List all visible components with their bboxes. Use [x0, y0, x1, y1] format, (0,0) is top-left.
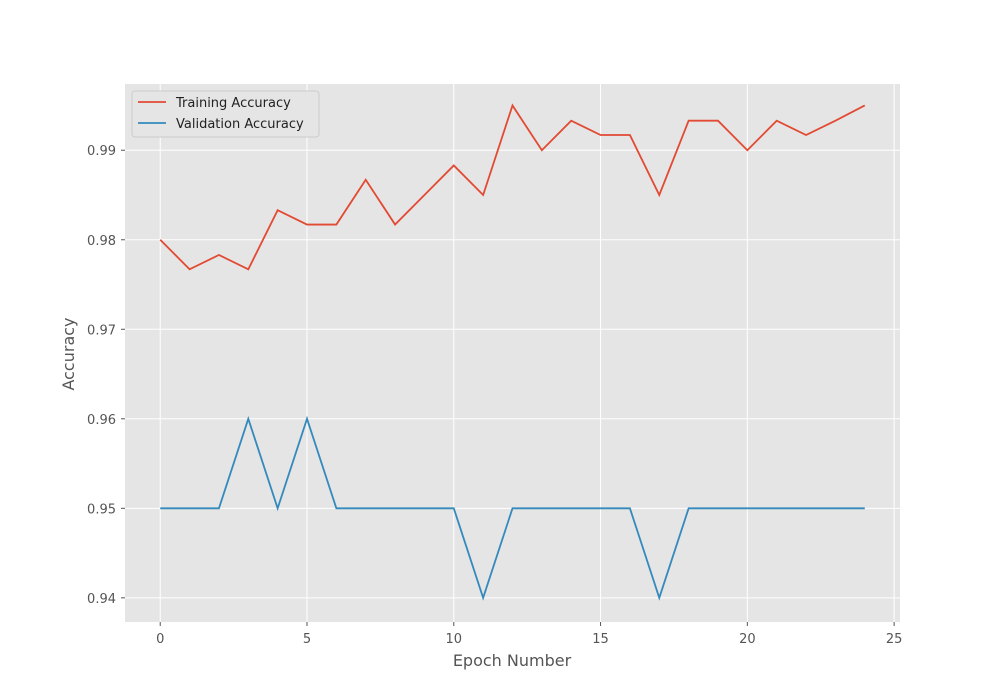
plot-area	[125, 84, 900, 622]
x-axis-ticks: 0 5 10 15 20 25	[156, 622, 902, 647]
y-tick-label: 0.98	[87, 234, 116, 249]
legend-label-training-accuracy: Training Accuracy	[175, 96, 291, 111]
series-line-training-accuracy	[159, 103, 866, 271]
series-line-validation-accuracy	[160, 415, 865, 601]
y-tick-label: 0.96	[87, 413, 116, 428]
y-axis-title: Accuracy	[59, 317, 78, 390]
y-tick-label: 0.97	[87, 323, 116, 338]
y-tick-label: 0.95	[87, 502, 116, 517]
grid-lines	[125, 84, 900, 622]
x-tick-label: 25	[886, 632, 903, 647]
y-tick-label: 0.94	[87, 592, 116, 607]
legend-label-validation-accuracy: Validation Accuracy	[176, 117, 304, 132]
legend: Training Accuracy Validation Accuracy	[131, 90, 320, 138]
x-tick-label: 0	[156, 632, 164, 647]
series-lines	[159, 103, 866, 601]
x-axis-title: Epoch Number	[453, 651, 572, 670]
legend-box	[131, 90, 320, 138]
y-axis-ticks: 0.94 0.95 0.96 0.97 0.98 0.99	[87, 144, 125, 607]
x-tick-label: 20	[739, 632, 756, 647]
x-tick-label: 15	[592, 632, 609, 647]
y-tick-label: 0.99	[87, 144, 116, 159]
x-tick-label: 10	[446, 632, 463, 647]
x-tick-label: 5	[303, 632, 311, 647]
